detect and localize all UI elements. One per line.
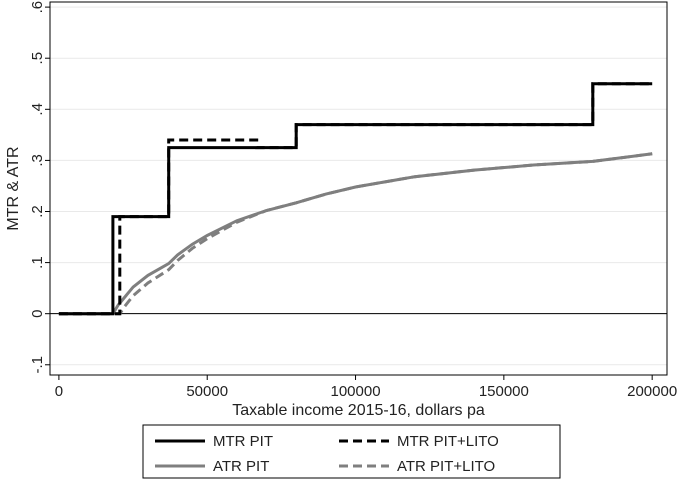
y-tick-label: .1 [29,256,46,269]
legend-label-atr-pit-lito: ATR PIT+LITO [397,458,495,475]
legend-box [142,424,561,479]
y-tick-label: .5 [29,52,46,65]
series-line-atr-pit-lito [58,152,653,316]
y-tick-label: .4 [29,103,46,116]
y-tick-label: -.1 [29,356,46,374]
y-axis: -.1 0 .1 .2 .3 .4 .5 .6 [29,1,50,374]
x-tick-label: 200000 [627,383,677,400]
x-tick-label: 0 [55,383,63,400]
y-tick-label: 0 [29,310,46,318]
y-tick-label: .6 [29,1,46,14]
legend-label-atr-pit: ATR PIT [213,458,269,475]
legend-label-mtr-pit-lito: MTR PIT+LITO [397,433,499,450]
y-tick-label: .3 [29,154,46,167]
x-tick-label: 150000 [479,383,529,400]
y-axis-title: MTR & ATR [5,146,22,230]
x-tick-label: 50000 [186,383,228,400]
plot-frame [49,1,668,376]
legend-label-mtr-pit: MTR PIT [213,433,273,450]
legend: MTR PIT MTR PIT+LITO ATR PIT ATR PIT+LITO [142,424,561,479]
series-line-mtr-pit-lito [58,82,653,316]
y-tick-label: .2 [29,205,46,218]
x-axis: 0 50000 100000 150000 200000 [55,375,677,400]
x-tick-label: 100000 [331,383,381,400]
series-lines [58,82,653,316]
x-axis-title: Taxable income 2015-16, dollars pa [232,402,485,419]
